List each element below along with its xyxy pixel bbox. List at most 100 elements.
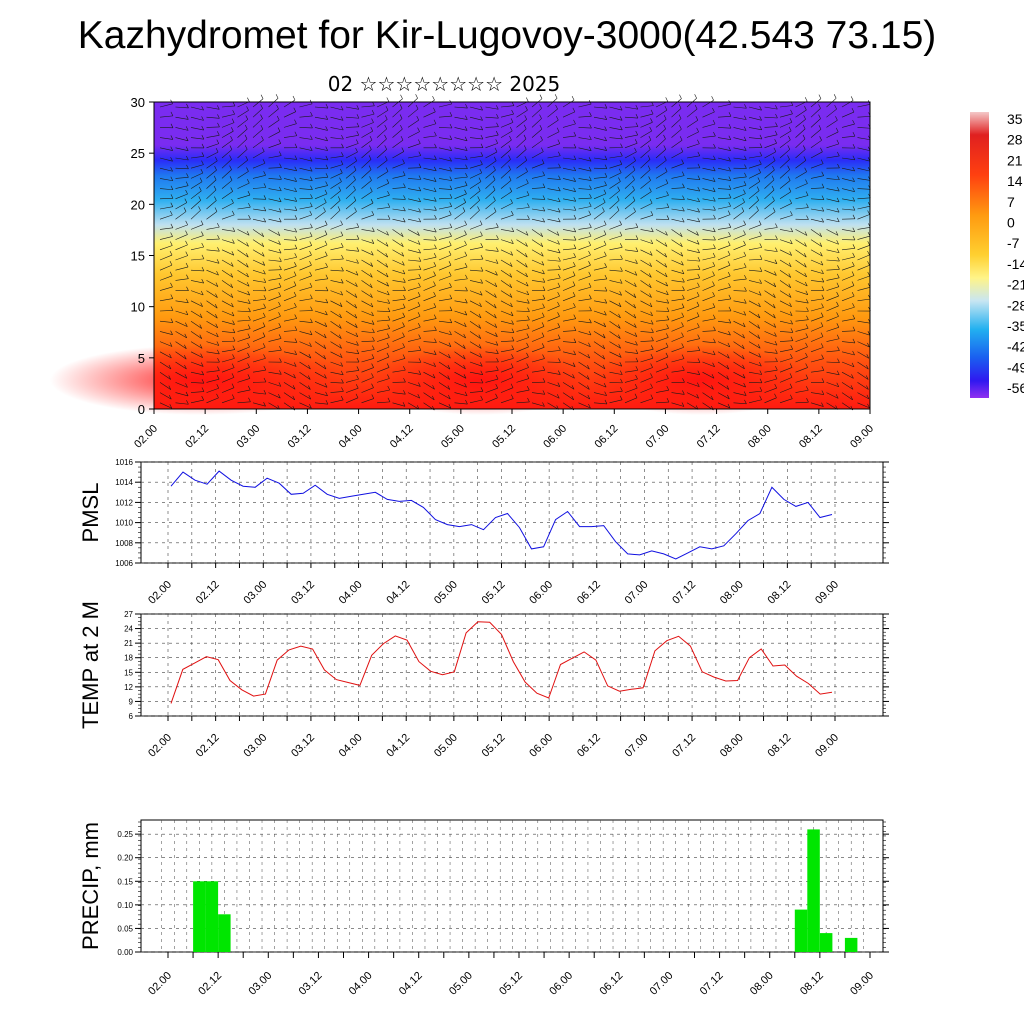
y-tick-label: 0.15 xyxy=(117,877,133,886)
wind-barb xyxy=(206,269,219,276)
wind-barb-flag xyxy=(572,271,576,276)
wind-barb-flag xyxy=(294,177,297,182)
wind-barb xyxy=(531,163,545,169)
wind-barb xyxy=(748,235,762,240)
wind-barb xyxy=(779,367,793,373)
wind-barb-flag xyxy=(403,377,406,383)
wind-barb-flag xyxy=(480,395,483,401)
wind-barb-flag xyxy=(541,159,545,164)
wind-barb-flag xyxy=(743,251,747,256)
wind-barb xyxy=(454,147,468,151)
wind-barb-flag xyxy=(400,124,403,130)
wind-barb-flag xyxy=(573,261,576,267)
wind-barb xyxy=(221,349,235,353)
wind-barb xyxy=(299,320,313,324)
wind-barb-flag xyxy=(650,383,653,388)
wind-barb-flag xyxy=(386,352,390,358)
wind-barb xyxy=(795,328,809,332)
wind-barb-flag xyxy=(573,326,577,331)
wind-barb-flag xyxy=(728,146,731,151)
wind-barb xyxy=(733,127,747,131)
wind-barb-flag xyxy=(340,125,344,131)
wind-barb xyxy=(438,245,452,251)
wind-barb xyxy=(221,159,232,169)
wind-barb xyxy=(237,280,250,287)
wind-barb-flag xyxy=(384,145,387,150)
wind-barb xyxy=(252,139,264,149)
wind-barb-flag xyxy=(759,231,762,236)
wind-barb xyxy=(640,340,654,342)
wind-barb-flag xyxy=(198,196,201,201)
wind-barb-flag xyxy=(620,143,623,148)
wind-barb xyxy=(655,337,669,342)
wind-barb xyxy=(810,269,824,275)
wind-barb-flag xyxy=(744,287,747,292)
wind-barb-flag xyxy=(836,312,839,317)
wind-barb-flag xyxy=(417,394,421,399)
wind-barb xyxy=(857,264,870,271)
wind-barb-flag xyxy=(293,281,297,286)
wind-barb xyxy=(392,307,406,312)
wind-barb xyxy=(438,167,452,172)
wind-barb-flag xyxy=(387,385,391,391)
wind-barb xyxy=(857,351,869,359)
wind-barb-flag xyxy=(539,125,543,130)
wind-barb-flag xyxy=(465,115,468,120)
wind-barb xyxy=(531,392,545,395)
colorbar-label: 7 xyxy=(1007,194,1015,210)
wind-barb-flag xyxy=(604,126,607,131)
wind-barb xyxy=(268,349,282,353)
wind-barb xyxy=(593,193,607,200)
wind-barb xyxy=(826,327,839,332)
wind-barb-flag xyxy=(278,312,281,317)
wind-barb-flag xyxy=(727,403,731,409)
wind-barb-flag xyxy=(310,318,313,323)
x-tick-label: 07.12 xyxy=(670,579,698,607)
wind-barb-flag xyxy=(744,399,747,404)
wind-barb xyxy=(717,157,731,162)
wind-barb xyxy=(252,108,263,118)
wind-barb-flag xyxy=(837,265,840,270)
wind-barb xyxy=(206,238,220,240)
wind-barb xyxy=(547,392,560,399)
wind-barb xyxy=(485,106,499,110)
wind-barb xyxy=(206,351,220,355)
wind-barb xyxy=(531,358,545,363)
wind-barb-flag xyxy=(294,227,297,233)
wind-barb xyxy=(655,300,669,304)
wind-barb xyxy=(593,300,607,304)
wind-barb-flag xyxy=(464,240,467,246)
wind-barb xyxy=(702,99,714,108)
wind-barb-flag xyxy=(294,244,298,249)
wind-barb-flag xyxy=(170,135,174,140)
wind-barb xyxy=(578,235,592,240)
wind-barb-flag xyxy=(368,155,372,160)
wind-barb-flag xyxy=(402,332,405,337)
wind-barb-flag xyxy=(821,286,825,291)
wind-barb-flag xyxy=(275,94,279,99)
wind-barb xyxy=(268,277,282,281)
wind-barb-flag xyxy=(480,370,484,375)
wind-barb-flag xyxy=(341,266,344,272)
wind-barb-flag xyxy=(509,135,512,141)
heatmap-warm-core xyxy=(50,345,350,415)
wind-barb-flag xyxy=(495,139,499,144)
wind-barb-flag xyxy=(635,341,638,346)
wind-barb xyxy=(531,208,545,212)
wind-barb-flag xyxy=(852,132,856,137)
wind-barb-flag xyxy=(713,214,716,220)
wind-barb-flag xyxy=(494,323,498,328)
wind-barb xyxy=(376,110,389,118)
wind-barb-flag xyxy=(245,156,248,161)
wind-barb xyxy=(702,123,716,128)
wind-barb-flag xyxy=(697,186,701,192)
wind-barb-flag xyxy=(509,187,513,192)
wind-barb xyxy=(392,239,404,248)
wind-barb-flag xyxy=(573,143,577,149)
wind-barb xyxy=(640,229,654,233)
wind-barb xyxy=(795,149,806,159)
wind-barb-flag xyxy=(742,322,746,328)
wind-barb xyxy=(175,185,189,189)
wind-barb xyxy=(392,402,406,407)
wind-barb-flag xyxy=(573,314,577,319)
